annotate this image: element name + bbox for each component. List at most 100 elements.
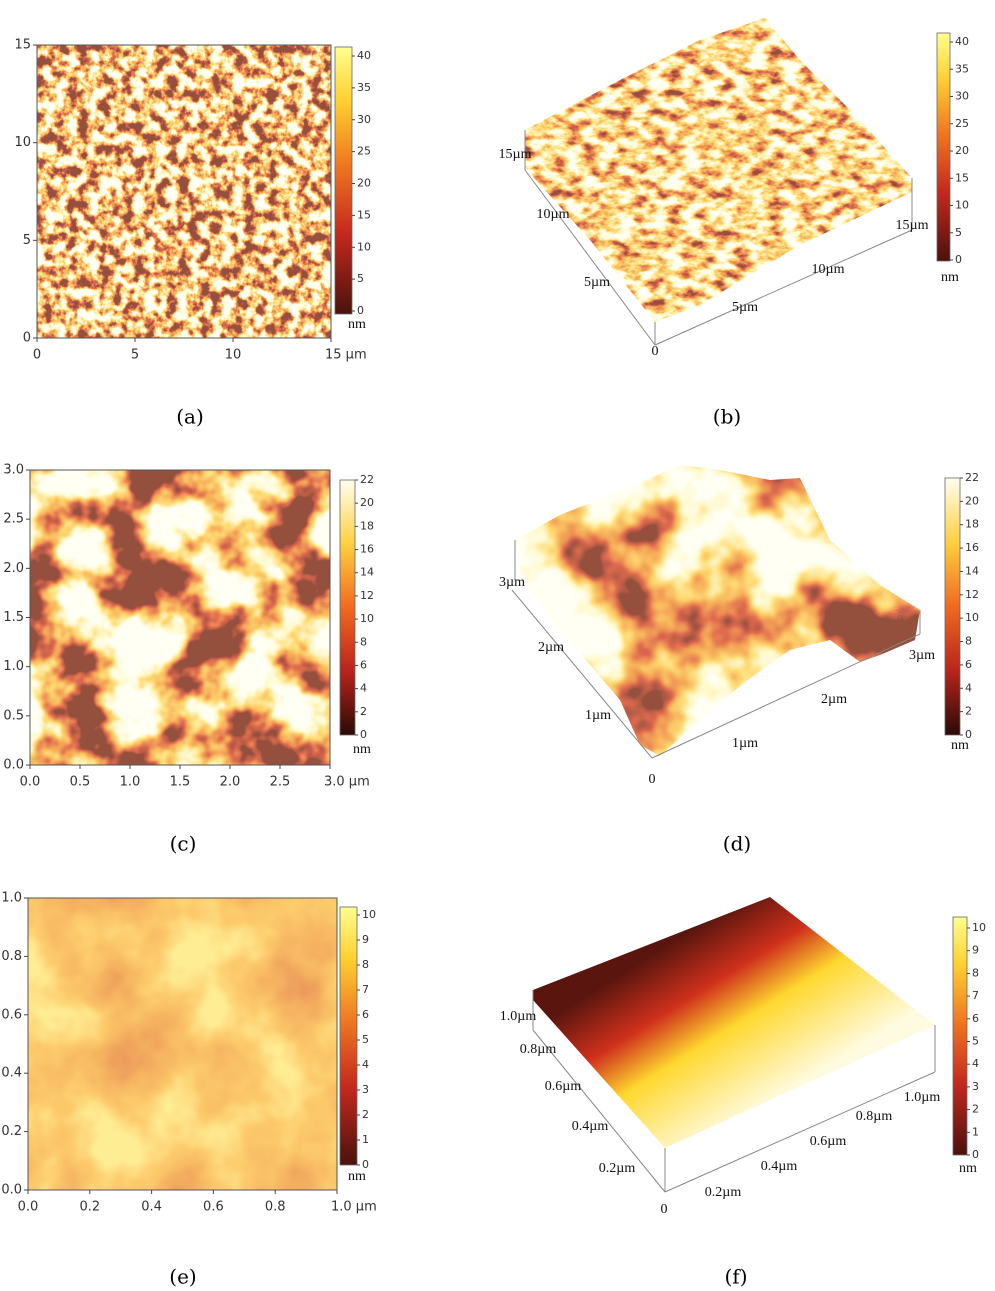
colorbar-tick-label: 0 xyxy=(965,728,972,741)
x-tick-label: 0.0 xyxy=(18,1200,39,1215)
box-axis xyxy=(532,1029,666,1193)
colorbar-tick-label: 20 xyxy=(965,494,979,507)
colorbar-tick-label: 14 xyxy=(965,564,979,577)
axis-label: 10µm xyxy=(537,207,570,222)
axis-label: 0.4µm xyxy=(572,1119,609,1134)
colorbar-tick-label: 4 xyxy=(362,1058,369,1071)
x-tick-label: 0.4 xyxy=(141,1200,162,1215)
colorbar-tick-label: 10 xyxy=(965,611,979,624)
colorbar-tick-label: 2 xyxy=(965,705,972,718)
y-tick-label: 0.8 xyxy=(1,949,22,964)
colorbar-tick-label: 30 xyxy=(357,113,371,126)
panel: 1.0 0.8 0.6 0.4 0.2 0.0 0.0 0.2 0.4 0.6 0.8 1.0 µm 1… xyxy=(1,891,376,1289)
colorbar-tick-label: 4 xyxy=(965,681,972,694)
colorbar-tick-label: 12 xyxy=(965,588,979,601)
caption: (e) xyxy=(169,1265,196,1289)
colorbar xyxy=(334,46,353,315)
axis-label: 2µm xyxy=(538,640,564,655)
colorbar-tick-label: 20 xyxy=(955,144,969,157)
colorbar-unit: nm xyxy=(941,270,959,285)
colorbar-tick-label: 6 xyxy=(972,1012,979,1025)
y-tick-label: 1.5 xyxy=(3,610,24,625)
colorbar-tick-label: 4 xyxy=(360,682,367,695)
y-tick-label: 15 xyxy=(14,38,31,53)
colorbar-tick-label: 2 xyxy=(360,705,367,718)
x-tick-label: 1.5 xyxy=(170,775,191,790)
panel: 3µm2µm1µm01µm2µm3µm2220181614121086420nm… xyxy=(499,465,979,856)
x-tick-label: 1.0 µm xyxy=(331,1200,377,1215)
colorbar-tick-label: 22 xyxy=(965,471,979,484)
colorbar-tick-label: 30 xyxy=(955,90,969,103)
y-tick-label: 0.6 xyxy=(1,1007,22,1022)
axis-label: 0 xyxy=(649,772,656,787)
y-tick-label: 3.0 xyxy=(3,463,24,478)
axis-label: 1µm xyxy=(732,736,758,751)
colorbar-tick-label: 12 xyxy=(360,589,374,602)
afm-height-map xyxy=(28,898,337,1190)
colorbar-tick-label: 25 xyxy=(357,145,371,158)
colorbar-tick-label: 5 xyxy=(357,272,364,285)
colorbar-unit: nm xyxy=(951,738,969,753)
colorbar-tick-label: 1 xyxy=(362,1133,369,1146)
map-frame xyxy=(36,44,332,339)
colorbar-tick-label: 18 xyxy=(360,519,374,532)
axis-label: 15µm xyxy=(499,147,532,162)
colorbar-tick-label: 10 xyxy=(972,921,986,934)
colorbar-tick-label: 6 xyxy=(360,658,367,671)
colorbar xyxy=(936,32,951,262)
x-tick-label: 2.5 xyxy=(270,775,291,790)
colorbar-tick-label: 3 xyxy=(362,1083,369,1096)
y-tick-label: 10 xyxy=(14,135,31,150)
axis-label: 1µm xyxy=(585,708,611,723)
colorbar-tick-label: 0 xyxy=(357,304,364,317)
colorbar-unit: nm xyxy=(348,317,366,332)
caption: (b) xyxy=(713,405,741,429)
afm-height-map xyxy=(30,470,330,765)
afm-3d-surface xyxy=(515,465,920,756)
x-tick-label: 0.6 xyxy=(203,1200,224,1215)
colorbar-tick-label: 20 xyxy=(360,496,374,509)
colorbar xyxy=(944,477,961,736)
y-tick-label: 0.4 xyxy=(1,1066,22,1081)
axis-label: 1.0µm xyxy=(904,1090,941,1105)
colorbar-tick-label: 18 xyxy=(965,518,979,531)
colorbar-tick-label: 8 xyxy=(360,635,367,648)
box-axis xyxy=(664,1071,936,1193)
axis-label: 1.0µm xyxy=(500,1009,537,1024)
colorbar-tick-label: 35 xyxy=(357,81,371,94)
colorbar xyxy=(952,916,968,1156)
colorbar-unit: nm xyxy=(353,742,371,757)
colorbar xyxy=(339,479,356,736)
colorbar-tick-label: 5 xyxy=(972,1035,979,1048)
axis-label: 3µm xyxy=(909,648,935,663)
colorbar-tick-label: 20 xyxy=(357,177,371,190)
caption: (f) xyxy=(724,1265,747,1289)
y-tick-label: 0 xyxy=(23,331,31,346)
axis-label: 5µm xyxy=(584,275,610,290)
x-tick-label: 5 xyxy=(131,348,139,363)
colorbar-tick-label: 10 xyxy=(362,908,376,921)
colorbar-unit: nm xyxy=(959,1161,977,1176)
axis-label: 0.2µm xyxy=(705,1185,742,1200)
x-tick-label: 0.0 xyxy=(20,775,41,790)
colorbar-tick-label: 8 xyxy=(965,635,972,648)
colorbar-tick-label: 4 xyxy=(972,1057,979,1070)
afm-3d-surface xyxy=(533,897,935,1148)
colorbar-tick-label: 8 xyxy=(362,958,369,971)
colorbar-tick-label: 22 xyxy=(360,473,374,486)
y-tick-label: 2.0 xyxy=(3,561,24,576)
colorbar-tick-label: 7 xyxy=(362,983,369,996)
y-tick-label: 5 xyxy=(23,233,31,248)
colorbar-tick-label: 16 xyxy=(965,541,979,554)
x-tick-label: 0 xyxy=(33,348,41,363)
colorbar-tick-label: 15 xyxy=(357,208,371,221)
y-tick-label: 0.0 xyxy=(1,1183,22,1198)
colorbar-tick-label: 8 xyxy=(972,966,979,979)
box-axis xyxy=(524,169,656,346)
axis-label: 3µm xyxy=(499,575,525,590)
y-tick-label: 0.2 xyxy=(1,1124,22,1139)
colorbar-tick-label: 14 xyxy=(360,566,374,579)
axis-label: 15µm xyxy=(896,218,929,233)
